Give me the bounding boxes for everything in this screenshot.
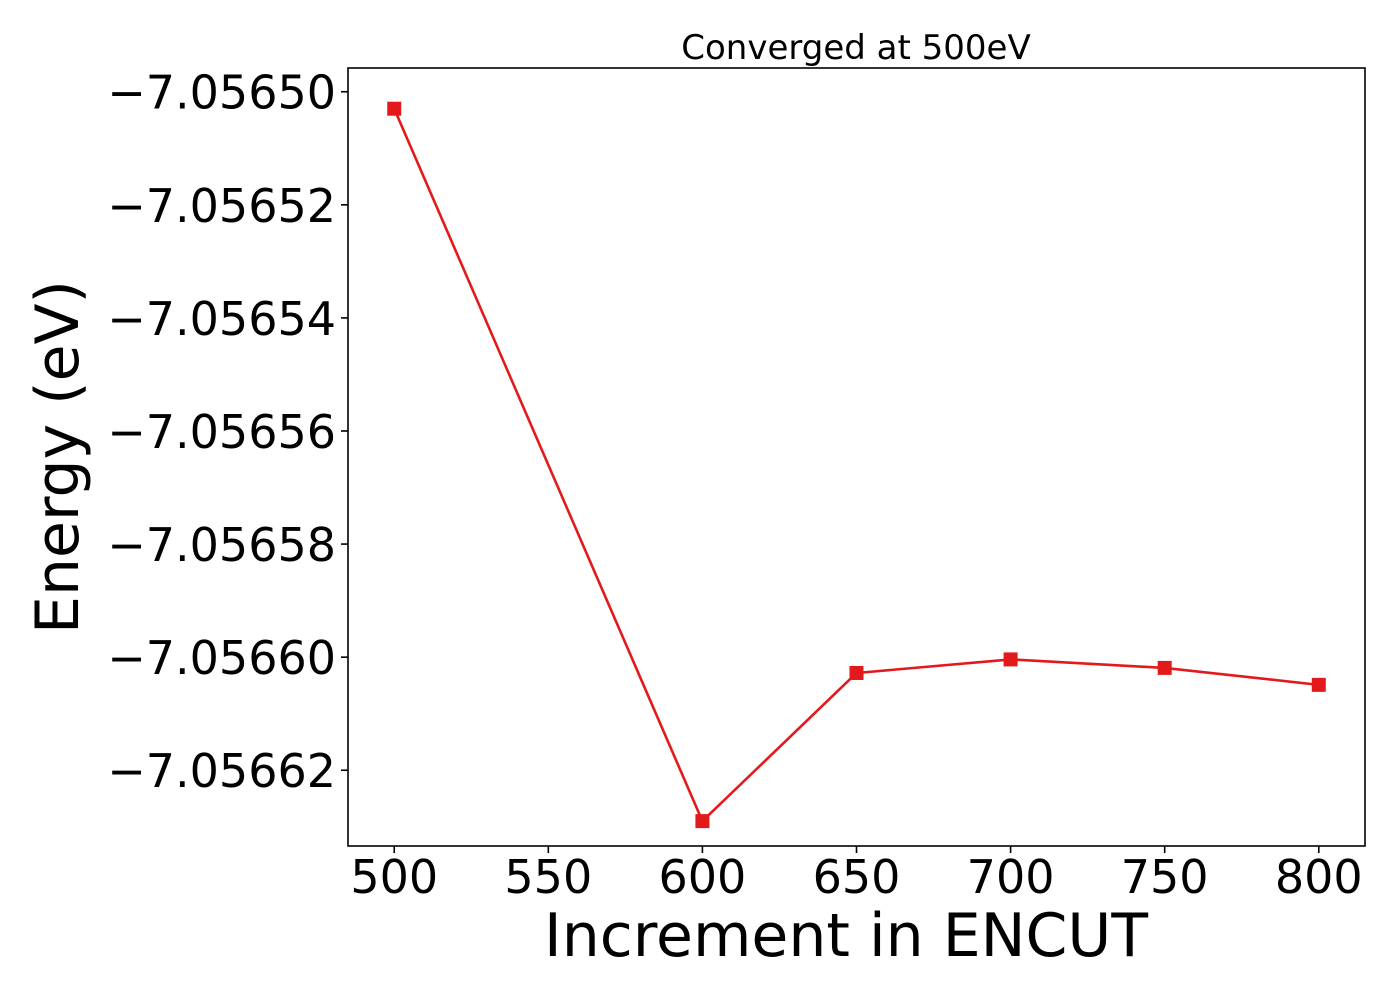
x-tick-label: 500 [350, 850, 438, 904]
y-tick-label: −7.05662 [107, 744, 336, 798]
x-tick-label: 550 [504, 850, 592, 904]
x-tick-label: 600 [659, 850, 747, 904]
y-axis-label: Energy (eV) [23, 280, 93, 634]
x-tick-label: 650 [813, 850, 901, 904]
y-tick-label: −7.05650 [107, 66, 336, 120]
data-point-marker [1311, 677, 1326, 692]
data-point-marker [1157, 660, 1172, 675]
series-line [393, 108, 1319, 823]
x-tick-label: 700 [967, 850, 1055, 904]
y-axis-ticks: −7.05650 −7.05652 −7.05654 −7.05656 −7.05658… [107, 66, 348, 798]
y-tick-label: −7.05654 [107, 292, 336, 346]
chart-title: Converged at 500eV [681, 28, 1030, 68]
y-tick-label: −7.05652 [107, 179, 336, 233]
x-axis-ticks: 500 550 600 650 700 750 800 [350, 846, 1363, 904]
data-point-marker [387, 101, 402, 116]
data-point-marker [695, 814, 710, 829]
y-tick-label: −7.05656 [107, 405, 336, 459]
data-point-marker [1003, 652, 1018, 667]
x-axis-label: Increment in ENCUT [544, 901, 1148, 971]
y-tick-label: −7.05658 [107, 518, 336, 572]
data-point-marker [849, 665, 864, 680]
x-tick-label: 750 [1121, 850, 1209, 904]
x-tick-label: 800 [1275, 850, 1363, 904]
series-layer [387, 101, 1326, 829]
y-tick-label: −7.05660 [107, 631, 336, 685]
